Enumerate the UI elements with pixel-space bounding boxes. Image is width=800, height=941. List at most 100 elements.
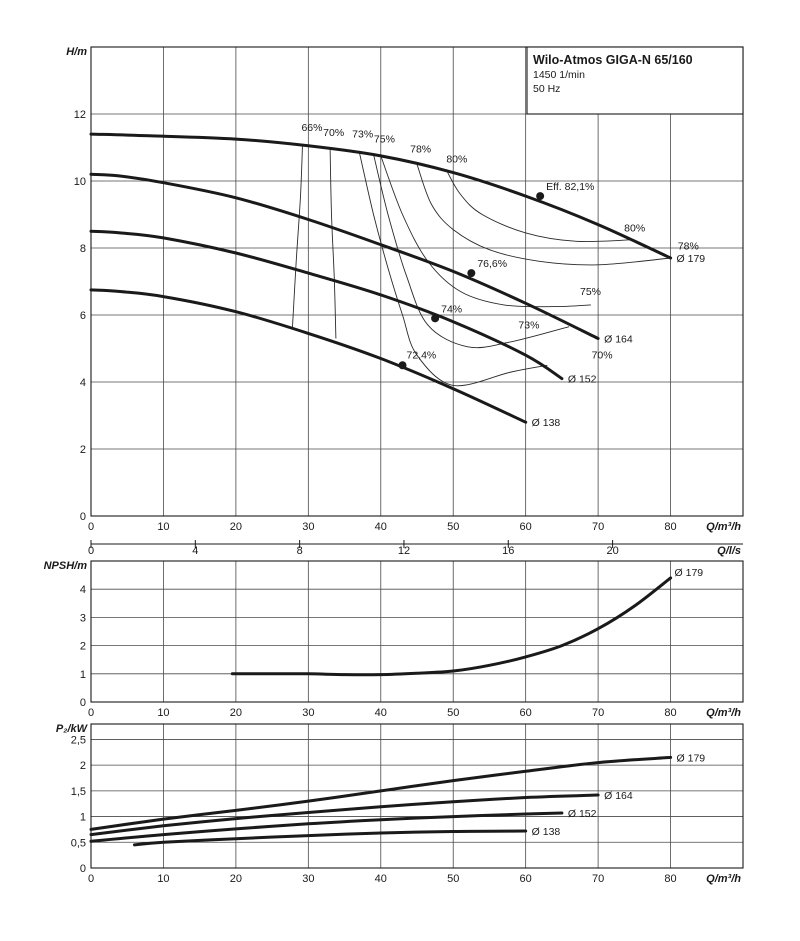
npsh-x-tick-label: 50 [447, 707, 459, 719]
npsh-x-tick-label: 20 [230, 707, 242, 719]
head-secondary-tick-label: 8 [297, 545, 303, 557]
iso-efficiency-top-label: 80% [446, 154, 467, 166]
title-box-frame [526, 46, 744, 115]
head-y-tick-label: 2 [80, 444, 86, 456]
power-curve-label: Ø 152 [568, 808, 597, 820]
head-secondary-tick-label: 4 [192, 545, 198, 557]
head-x-tick-label: 70 [592, 521, 604, 533]
head-secondary-tick-label: 0 [88, 545, 94, 557]
head-x-tick-label: 20 [230, 521, 242, 533]
head-secondary-tick-label: 16 [502, 545, 514, 557]
iso-efficiency-top-label: 73% [352, 128, 373, 140]
head-y-tick-label: 8 [80, 243, 86, 255]
head-x-tick-label: 40 [375, 521, 387, 533]
iso-efficiency-label: 66% [301, 122, 322, 134]
head-curve-label: Ø 179 [677, 253, 706, 265]
head-y-tick-label: 6 [80, 310, 86, 322]
head-x-tick-label: 10 [157, 521, 169, 533]
npsh-y-tick-label: 0 [80, 697, 86, 709]
npsh-x-tick-label: 0 [88, 707, 94, 719]
head-x-tick-label: 30 [302, 521, 314, 533]
power-x-tick-label: 10 [157, 873, 169, 885]
head-y-tick-label: 12 [74, 109, 86, 121]
iso-efficiency-label: 70% [323, 127, 344, 139]
head-frame [90, 46, 744, 517]
power-x-tick-label: 20 [230, 873, 242, 885]
power-x-tick-label: 60 [520, 873, 532, 885]
power-x-tick-label: 70 [592, 873, 604, 885]
power-y-tick-label: 0 [80, 863, 86, 875]
head-x-tick-label: 0 [88, 521, 94, 533]
efficiency-point-label: Eff. 82,1% [546, 181, 594, 193]
power-curve-label: Ø 138 [532, 826, 561, 838]
efficiency-point [431, 314, 440, 323]
npsh-x-axis-title: Q/m³/h [706, 707, 741, 719]
head-curve-label: Ø 138 [532, 417, 561, 429]
power-x-tick-label: 0 [88, 873, 94, 885]
power-chart: 0 10 20 30 40 50 60 70 80 0 0,5 1 1,5 2 2,5P₂/kW Q/m³/h… [56, 723, 744, 885]
iso-efficiency-curve [329, 147, 337, 339]
npsh-y-tick-label: 4 [80, 584, 86, 596]
iso-efficiency-curve [380, 155, 591, 308]
power-curve-label: Ø 164 [604, 790, 633, 802]
npsh-y-tick-label: 2 [80, 641, 86, 653]
power-x-tick-label: 40 [375, 873, 387, 885]
power-curve [89, 811, 564, 843]
efficiency-point [467, 269, 476, 278]
power-y-tick-label: 1,5 [71, 786, 86, 798]
npsh-y-tick-label: 1 [80, 669, 86, 681]
iso-efficiency-curve [416, 164, 671, 266]
head-curve [89, 172, 600, 340]
iso-efficiency-curve [445, 169, 635, 243]
npsh-chart: 0 10 20 30 40 50 60 70 80 0 1 2 3 4 NPSH/m Q/m³/h Ø 179 [44, 560, 744, 719]
head-secondary-tick-label: 12 [398, 545, 410, 557]
power-y-tick-label: 2 [80, 760, 86, 772]
head-x-tick-label: 50 [447, 521, 459, 533]
power-x-tick-label: 80 [664, 873, 676, 885]
npsh-curve-label: Ø 179 [675, 567, 704, 579]
iso-efficiency-label: 70% [592, 350, 613, 362]
title-text: Wilo-Atmos GIGA-N 65/160 [533, 53, 693, 67]
npsh-x-tick-label: 10 [157, 707, 169, 719]
power-y-axis-title: P₂/kW [56, 723, 89, 735]
npsh-curve [230, 576, 673, 677]
iso-efficiency-top-label: 78% [410, 144, 431, 156]
npsh-x-tick-label: 60 [520, 707, 532, 719]
power-curve-label: Ø 179 [677, 752, 706, 764]
head-chart: 0 10 20 30 40 50 60 70 80 0 2 4 6 8 10 12 H/m Q/m³/h 0 4 8 12… [66, 46, 744, 557]
power-curve [89, 793, 600, 837]
head-x-tick-label: 60 [520, 521, 532, 533]
iso-efficiency-label: 80% [624, 222, 645, 234]
power-frame [90, 723, 744, 869]
iso-efficiency-curve [373, 154, 570, 349]
head-curve [89, 229, 564, 381]
npsh-x-tick-label: 30 [302, 707, 314, 719]
power-x-axis-title: Q/m³/h [706, 873, 741, 885]
head-secondary-axis-title: Q/l/s [717, 545, 741, 557]
power-y-tick-label: 2,5 [71, 734, 86, 746]
speed-text: 1450 1/min [533, 69, 585, 81]
npsh-frame [90, 560, 744, 703]
iso-efficiency-curve [291, 144, 303, 329]
head-x-axis-title: Q/m³/h [706, 521, 741, 533]
head-y-tick-label: 4 [80, 377, 86, 389]
efficiency-point-label: 76,6% [477, 258, 507, 270]
head-curve [89, 288, 528, 424]
npsh-x-tick-label: 70 [592, 707, 604, 719]
head-y-axis-title: H/m [66, 46, 87, 58]
iso-efficiency-label: 78% [678, 241, 699, 253]
iso-efficiency-top-label: 75% [374, 133, 395, 145]
head-y-tick-label: 10 [74, 176, 86, 188]
iso-efficiency-label: 75% [580, 286, 601, 298]
power-x-tick-label: 50 [447, 873, 459, 885]
npsh-x-tick-label: 40 [375, 707, 387, 719]
head-curve [89, 132, 673, 260]
head-x-tick-label: 80 [664, 521, 676, 533]
power-y-tick-label: 0,5 [71, 837, 86, 849]
npsh-x-tick-label: 80 [664, 707, 676, 719]
power-y-tick-label: 1 [80, 812, 86, 824]
efficiency-point-label: 72,4% [407, 349, 437, 361]
efficiency-point-label: 74% [441, 303, 462, 315]
